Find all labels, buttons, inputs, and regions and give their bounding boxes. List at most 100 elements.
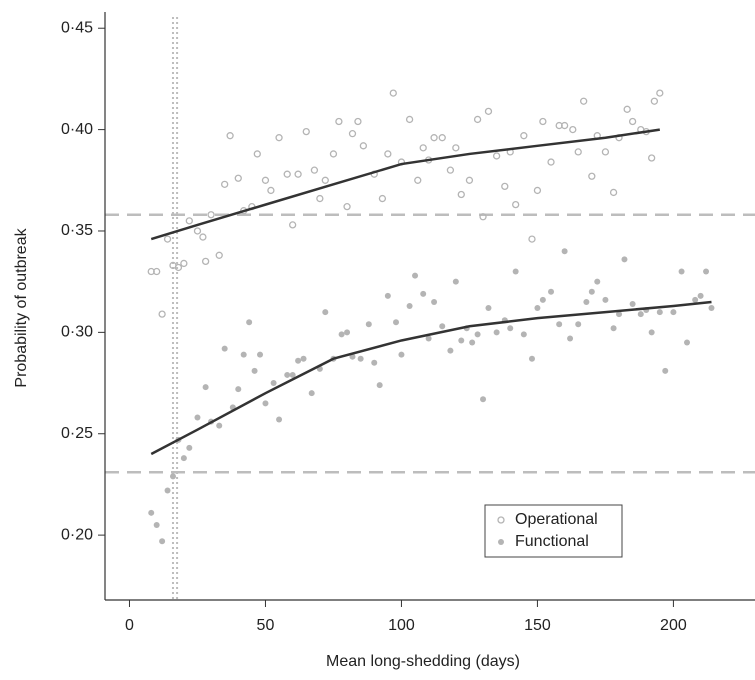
data-point [458, 337, 465, 344]
data-point [670, 309, 677, 316]
data-point [512, 268, 519, 275]
data-point [221, 180, 229, 188]
data-point [580, 97, 588, 105]
y-tick-label: 0·35 [61, 222, 93, 239]
data-point [294, 170, 302, 178]
data-point [344, 329, 351, 336]
data-point [567, 335, 574, 342]
y-tick-label: 0·20 [61, 526, 93, 543]
data-point [575, 321, 582, 328]
data-point [270, 380, 277, 387]
data-point [452, 278, 459, 285]
x-tick-label: 50 [257, 617, 275, 634]
data-point [492, 152, 501, 160]
data-point [465, 176, 474, 184]
data-point [569, 125, 577, 134]
data-point [473, 115, 482, 124]
data-point [703, 268, 710, 275]
data-point [493, 329, 500, 336]
data-point [648, 154, 656, 162]
data-point [283, 170, 291, 178]
x-tick-label: 200 [660, 617, 687, 634]
data-point [354, 117, 362, 126]
data-point [447, 347, 454, 354]
data-point [684, 339, 691, 346]
data-point [601, 148, 610, 156]
data-point [528, 235, 536, 243]
data-point [267, 186, 275, 195]
data-point [656, 89, 664, 97]
data-point [308, 390, 315, 397]
data-point [158, 310, 166, 318]
data-point [338, 331, 345, 338]
x-tick-label: 100 [388, 617, 415, 634]
data-point [359, 142, 368, 150]
data-point [310, 166, 319, 174]
data-point [180, 259, 188, 268]
legend-marker [498, 539, 504, 545]
data-point [226, 132, 234, 140]
fit-line [150, 300, 712, 456]
data-point [251, 367, 258, 374]
data-point [556, 321, 563, 328]
data-point [295, 357, 302, 364]
data-point [616, 311, 623, 318]
data-point [316, 194, 324, 203]
data-point [194, 414, 201, 421]
data-point [520, 132, 528, 140]
fit-line [150, 128, 660, 241]
data-point [180, 455, 187, 462]
data-point [275, 134, 283, 142]
data-point [193, 227, 202, 235]
data-point [439, 323, 446, 330]
data-point [378, 194, 387, 203]
data-point [609, 188, 618, 197]
legend-box [484, 504, 623, 558]
data-point [548, 288, 555, 295]
data-point [561, 248, 568, 255]
data-point [539, 117, 547, 126]
data-point [329, 150, 338, 158]
data-point [697, 292, 704, 299]
data-point [384, 292, 391, 299]
data-point [457, 190, 465, 199]
data-point [480, 396, 487, 403]
y-tick-label: 0·30 [61, 324, 93, 341]
y-axis-label: Probability of outbreak [13, 227, 30, 387]
data-point [148, 509, 155, 516]
data-point [215, 251, 223, 259]
data-point [343, 202, 351, 211]
data-point [588, 288, 595, 295]
data-point [234, 174, 242, 182]
data-point [469, 339, 476, 346]
data-point [300, 355, 307, 362]
data-point [610, 325, 617, 332]
y-tick-label: 0·40 [61, 121, 93, 138]
data-point [662, 367, 669, 374]
data-point [406, 303, 413, 309]
data-point [420, 290, 427, 297]
data-point [221, 345, 228, 352]
data-point [588, 172, 596, 180]
data-point [240, 351, 247, 358]
data-point [479, 213, 487, 221]
x-axis-label: Mean long-shedding (days) [326, 653, 520, 670]
x-tick-label: 0 [125, 617, 134, 634]
data-point [419, 144, 427, 152]
data-point [321, 176, 329, 184]
y-tick-label: 0·45 [61, 19, 93, 36]
data-point [398, 351, 405, 358]
data-point [384, 150, 392, 158]
data-point [153, 267, 161, 276]
data-point [430, 134, 438, 142]
data-point [692, 296, 699, 303]
data-point [389, 89, 397, 97]
data-point [289, 221, 297, 229]
data-point [560, 121, 569, 130]
data-point [539, 296, 546, 303]
data-point [412, 272, 419, 279]
data-point [656, 309, 663, 316]
data-point [284, 371, 291, 378]
